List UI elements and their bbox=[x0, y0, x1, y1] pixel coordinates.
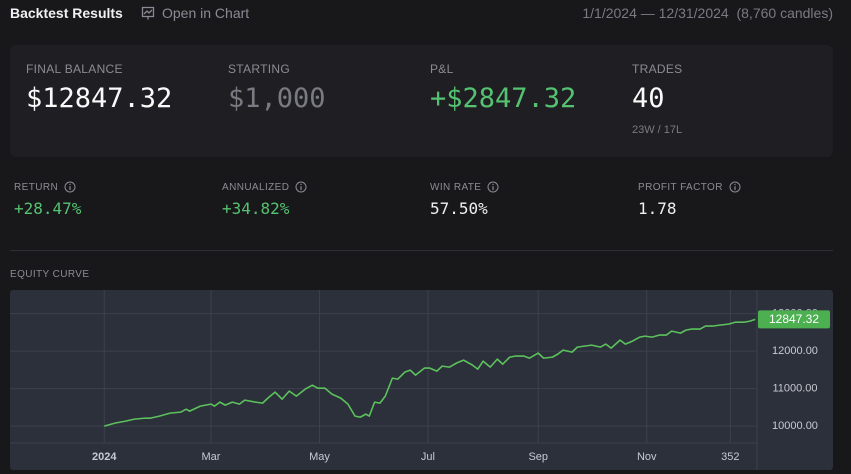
summary-value: $12847.32 bbox=[26, 83, 173, 114]
equity-line bbox=[104, 318, 756, 427]
y-tick-label: 12000.00 bbox=[772, 345, 818, 357]
y-tick-label: 11000.00 bbox=[772, 383, 817, 395]
y-tick-label: 10000.00 bbox=[772, 420, 818, 432]
x-tick-label: 2024 bbox=[92, 451, 117, 463]
summary-value: $1,000 bbox=[228, 83, 326, 114]
metric-value: +34.82% bbox=[222, 199, 290, 218]
metric: RETURN +28.47% bbox=[14, 181, 81, 218]
metric-label-row: WIN RATE bbox=[430, 181, 499, 193]
metric-label: PROFIT FACTOR bbox=[638, 181, 723, 193]
summary-sub: 23W / 17L bbox=[632, 124, 683, 136]
metric-label-row: PROFIT FACTOR bbox=[638, 181, 741, 193]
summary-value: +$2847.32 bbox=[430, 83, 577, 114]
price-tag bbox=[758, 310, 830, 329]
metric: ANNUALIZED +34.82% bbox=[222, 181, 307, 218]
info-icon[interactable] bbox=[729, 181, 741, 193]
x-tick-label: Nov bbox=[637, 451, 657, 463]
summary-label: TRADES bbox=[632, 62, 683, 76]
metric: WIN RATE 57.50% bbox=[430, 181, 499, 218]
button-label: Open in Chart bbox=[162, 5, 250, 21]
x-tick-label: Mar bbox=[202, 451, 221, 463]
x-tick-label: Sep bbox=[528, 451, 548, 463]
section-label: EQUITY CURVE bbox=[10, 269, 90, 280]
open-chart-button[interactable]: Open in Chart bbox=[141, 4, 249, 22]
equity-chart: 10000.0011000.0012000.0013000.002024MarM… bbox=[10, 290, 833, 470]
metric: PROFIT FACTOR 1.78 bbox=[638, 181, 741, 218]
divider bbox=[10, 250, 833, 251]
metric-value: 1.78 bbox=[638, 199, 677, 218]
candles: (8,760 candles) bbox=[736, 5, 833, 21]
metric-value: +28.47% bbox=[14, 199, 82, 218]
date-range: 1/1/2024 — 12/31/2024 (8,760 candles) bbox=[582, 5, 833, 21]
x-tick-label: 352 bbox=[721, 451, 739, 463]
metric-label-row: ANNUALIZED bbox=[222, 181, 307, 193]
info-icon[interactable] bbox=[295, 181, 307, 193]
metric-label: ANNUALIZED bbox=[222, 181, 290, 193]
summary-card bbox=[10, 45, 833, 157]
metric-label: RETURN bbox=[14, 181, 59, 193]
range: 1/1/2024 — 12/31/2024 bbox=[582, 5, 729, 21]
info-icon[interactable] bbox=[64, 181, 76, 193]
metric-value: 57.50% bbox=[430, 199, 488, 218]
summary-label: P&L bbox=[430, 62, 454, 76]
info-icon[interactable] bbox=[487, 181, 499, 193]
chart-icon bbox=[141, 6, 155, 20]
title: Backtest Results bbox=[10, 5, 123, 21]
summary-value: 40 bbox=[632, 83, 665, 114]
x-tick-label: May bbox=[309, 451, 330, 463]
price-tag-label: 12847.32 bbox=[769, 312, 819, 326]
summary-label: STARTING bbox=[228, 62, 290, 76]
chart-background bbox=[10, 290, 833, 470]
summary-label: FINAL BALANCE bbox=[26, 62, 123, 76]
x-tick-label: Jul bbox=[421, 451, 435, 463]
metric-label: WIN RATE bbox=[430, 181, 482, 193]
metric-label-row: RETURN bbox=[14, 181, 81, 193]
